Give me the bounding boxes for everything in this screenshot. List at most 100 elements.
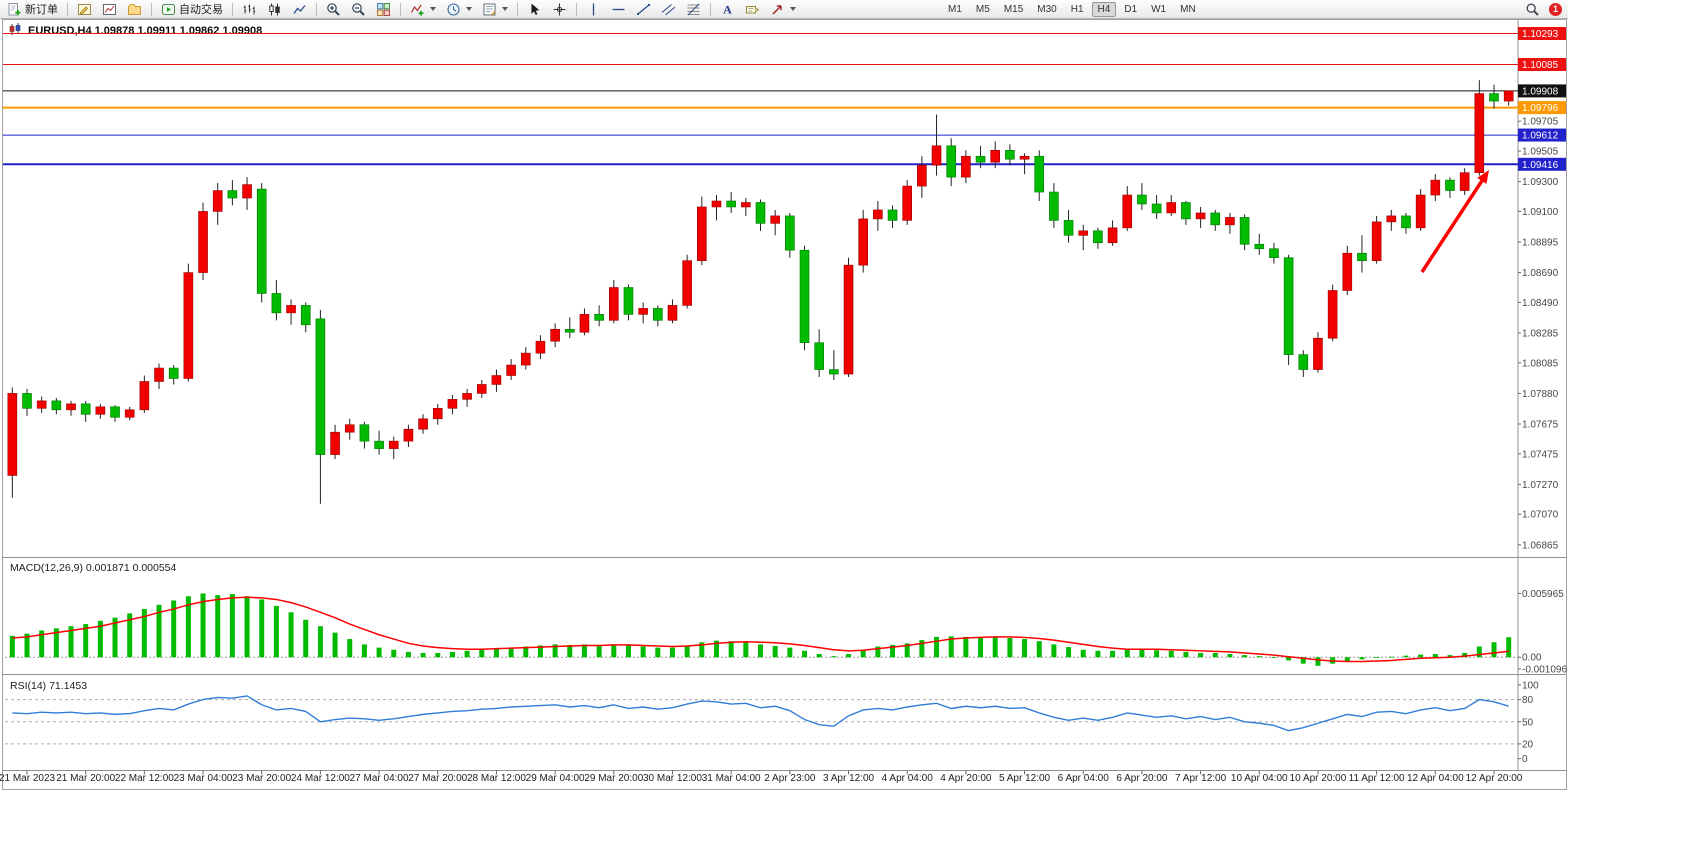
time-label: 27 Mar 20:00 bbox=[408, 773, 467, 784]
macd-histogram-bar bbox=[83, 624, 89, 658]
autotrading-label: 自动交易 bbox=[179, 4, 223, 16]
arrows-tool-button[interactable] bbox=[766, 1, 800, 18]
crosshair-button[interactable] bbox=[548, 1, 571, 18]
candle-body bbox=[564, 328, 575, 333]
timeframe-m15[interactable]: M15 bbox=[998, 2, 1029, 17]
new-chart-button[interactable] bbox=[98, 1, 121, 18]
macd-histogram-bar bbox=[1418, 654, 1424, 658]
timeframe-m30[interactable]: M30 bbox=[1031, 2, 1062, 17]
fibonacci-button[interactable] bbox=[682, 1, 705, 18]
price-scale[interactable] bbox=[1518, 20, 1566, 770]
candle-body bbox=[1107, 227, 1118, 244]
candle-body bbox=[726, 200, 736, 208]
svg-text:A: A bbox=[723, 2, 732, 16]
vertical-line-icon bbox=[592, 3, 595, 15]
candle-body bbox=[1019, 155, 1030, 160]
candle-body bbox=[623, 287, 634, 315]
candle-body bbox=[873, 209, 883, 220]
macd-histogram-bar bbox=[1286, 657, 1292, 661]
time-label: 5 Apr 12:00 bbox=[999, 773, 1051, 784]
bar-chart-button[interactable] bbox=[238, 1, 261, 18]
macd-histogram-bar bbox=[1036, 641, 1042, 658]
trendline-button[interactable] bbox=[632, 1, 655, 18]
candle-body bbox=[1151, 203, 1162, 214]
periods-button[interactable] bbox=[442, 1, 476, 18]
candle-body bbox=[741, 202, 751, 208]
arrow-annotation-line[interactable] bbox=[1420, 179, 1484, 273]
tile-windows-button[interactable] bbox=[372, 1, 395, 18]
candle-body bbox=[1371, 221, 1382, 261]
cursor-button[interactable] bbox=[523, 1, 546, 18]
trendline-icon bbox=[637, 3, 650, 15]
channel-icon bbox=[661, 3, 676, 15]
candle-body bbox=[653, 308, 663, 321]
macd-histogram-bar bbox=[508, 647, 514, 658]
profiles-button[interactable] bbox=[123, 1, 146, 18]
price-tick-label: 1.08285 bbox=[1522, 329, 1559, 340]
timeframe-w1[interactable]: W1 bbox=[1145, 2, 1172, 17]
zoom-in-icon bbox=[327, 2, 340, 16]
candle-body bbox=[1415, 194, 1426, 229]
timeframe-h1[interactable]: H1 bbox=[1065, 2, 1090, 17]
candle-body bbox=[931, 145, 942, 166]
macd-histogram-bar bbox=[890, 644, 896, 658]
toolbar-separator bbox=[151, 2, 152, 16]
macd-histogram-bar bbox=[625, 645, 631, 658]
price-tick-label: 1.07070 bbox=[1522, 510, 1559, 521]
time-scale[interactable] bbox=[3, 771, 1566, 788]
candle-body bbox=[51, 400, 62, 411]
search-button[interactable] bbox=[1521, 1, 1544, 18]
toolbar-separator bbox=[517, 2, 518, 16]
candle-body bbox=[535, 340, 546, 354]
channel-button[interactable] bbox=[657, 1, 680, 18]
macd-histogram-bar bbox=[112, 617, 118, 658]
candle-body bbox=[1298, 354, 1309, 370]
vertical-line-button[interactable] bbox=[582, 1, 605, 18]
price-tag-label: 1.09416 bbox=[1522, 160, 1559, 171]
timeframe-m5[interactable]: M5 bbox=[970, 2, 996, 17]
macd-histogram-bar bbox=[669, 647, 675, 658]
new-order-button[interactable]: 新订单 bbox=[3, 1, 62, 18]
candle-body bbox=[682, 260, 692, 306]
templates-button[interactable] bbox=[478, 1, 512, 18]
macd-histogram-bar bbox=[1139, 649, 1145, 658]
zoom-in-button[interactable] bbox=[322, 1, 345, 18]
time-label: 24 Mar 12:00 bbox=[291, 773, 350, 784]
macd-histogram-bar bbox=[288, 612, 294, 658]
zoom-out-button[interactable] bbox=[347, 1, 370, 18]
indicators-icon bbox=[410, 4, 424, 16]
candle-body bbox=[579, 314, 590, 333]
macd-histogram-bar bbox=[713, 640, 719, 658]
text-label-button[interactable] bbox=[741, 1, 764, 18]
horizontal-line-icon bbox=[612, 8, 625, 10]
macd-histogram-bar bbox=[1168, 650, 1174, 658]
timeframe-h4[interactable]: H4 bbox=[1091, 1, 1117, 17]
text-tool-button[interactable]: A bbox=[716, 1, 739, 18]
line-chart-button[interactable] bbox=[288, 1, 311, 18]
candle-body bbox=[917, 164, 927, 187]
macd-histogram-bar bbox=[215, 595, 221, 658]
toolbar-right-group: 1 bbox=[1521, 1, 1562, 18]
macd-histogram-bar bbox=[1432, 654, 1438, 658]
indicators-button[interactable] bbox=[406, 1, 440, 18]
macd-histogram-bar bbox=[802, 650, 808, 658]
macd-histogram-bar bbox=[361, 644, 367, 658]
notification-badge[interactable]: 1 bbox=[1549, 2, 1562, 16]
macd-histogram-bar bbox=[772, 645, 778, 658]
arrow-annotation-head[interactable] bbox=[1477, 170, 1489, 184]
candle-body bbox=[1210, 212, 1221, 226]
autotrading-button[interactable]: 自动交易 bbox=[157, 1, 227, 18]
horizontal-line-button[interactable] bbox=[607, 1, 630, 18]
time-label: 28 Mar 12:00 bbox=[467, 773, 526, 784]
macd-histogram-bar bbox=[846, 654, 852, 658]
macd-histogram-bar bbox=[1110, 650, 1116, 658]
macd-histogram-bar bbox=[493, 648, 499, 658]
timeframe-mn[interactable]: MN bbox=[1174, 2, 1202, 17]
timeframe-d1[interactable]: D1 bbox=[1118, 2, 1143, 17]
candlestick-chart-button[interactable] bbox=[263, 1, 286, 18]
timeframe-m1[interactable]: M1 bbox=[942, 2, 968, 17]
chart-window-frame bbox=[2, 19, 1567, 790]
macd-histogram-bar bbox=[523, 646, 529, 658]
metaeditor-button[interactable] bbox=[73, 1, 96, 18]
